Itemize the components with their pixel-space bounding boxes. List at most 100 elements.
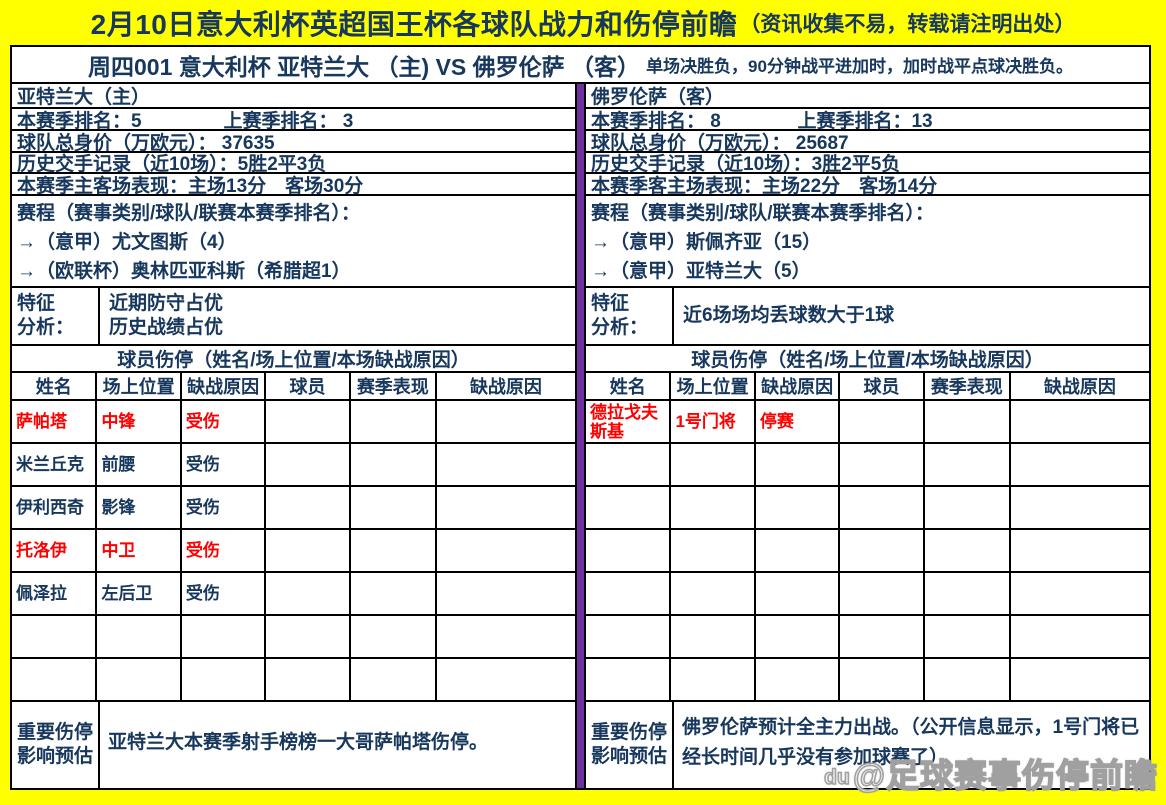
empty-cell xyxy=(586,528,672,573)
injury-player-reason: 受伤 xyxy=(179,571,267,616)
away-injury-section-title: 球员伤停（姓名/场上位置/本场缺战原因） xyxy=(586,346,1149,373)
injury-player-position: 中卫 xyxy=(95,528,182,573)
injury-header-row: 姓名 场上位置 缺战原因 球员 赛季表现 缺战原因 xyxy=(12,373,575,401)
home-last-season-rank: 上赛季排名： 3 xyxy=(223,110,354,131)
injury-player-name: 伊利西奇 xyxy=(12,485,98,530)
injury-player-position: 1号门将 xyxy=(669,399,756,444)
empty-cell xyxy=(586,657,672,702)
empty-cell xyxy=(348,571,437,616)
away-feature-block: 特征 分析： 近6场场均丢球数大于1球 xyxy=(586,288,1149,346)
injury-row: 米兰丘克 前腰 受伤 xyxy=(12,442,575,487)
home-team-value: 球队总身价（万欧元）： 37635 xyxy=(12,131,575,153)
injury-row-empty xyxy=(586,614,1149,659)
home-injury-section-title: 球员伤停（姓名/场上位置/本场缺战原因） xyxy=(12,346,575,373)
injury-row: 伊利西奇 影锋 受伤 xyxy=(12,485,575,530)
injury-player-position: 影锋 xyxy=(95,485,182,530)
home-panel: 亚特兰大（主） 本赛季排名：5 上赛季排名： 3 球队总身价（万欧元）： 376… xyxy=(12,84,575,788)
empty-cell xyxy=(264,571,351,616)
injury-header-cell: 场上位置 xyxy=(669,373,756,401)
injury-player-reason: 受伤 xyxy=(179,485,267,530)
empty-cell xyxy=(586,442,672,487)
injury-player-position: 中锋 xyxy=(95,399,182,444)
empty-cell xyxy=(838,528,925,573)
empty-cell xyxy=(1008,399,1149,444)
injury-row-empty xyxy=(586,528,1149,573)
empty-cell xyxy=(753,657,841,702)
empty-cell xyxy=(348,528,437,573)
injury-row-empty xyxy=(586,485,1149,530)
injury-row-empty xyxy=(586,442,1149,487)
home-head-to-head: 历史交手记录（近10场）：5胜2平3负 xyxy=(12,153,575,174)
empty-cell xyxy=(586,485,672,530)
empty-cell xyxy=(179,657,267,702)
injury-player-name: 德拉戈夫斯基 xyxy=(586,399,672,444)
injury-player-reason: 受伤 xyxy=(179,399,267,444)
empty-cell xyxy=(264,657,351,702)
empty-cell xyxy=(434,442,575,487)
injury-row: 佩泽拉 左后卫 受伤 xyxy=(12,571,575,616)
empty-cell xyxy=(753,442,841,487)
empty-cell xyxy=(838,657,925,702)
home-team-name: 亚特兰大（主） xyxy=(12,84,575,109)
home-form: 本赛季主客场表现：主场13分 客场30分 xyxy=(12,174,575,196)
injury-header-cell: 姓名 xyxy=(586,373,672,401)
empty-cell xyxy=(1008,442,1149,487)
match-title: 周四001 意大利杯 亚特兰大 （主) VS 佛罗伦萨 （客） xyxy=(88,53,641,80)
empty-cell xyxy=(586,571,672,616)
empty-cell xyxy=(922,571,1011,616)
injury-player-reason: 受伤 xyxy=(179,442,267,487)
injury-row: 萨帕塔 中锋 受伤 xyxy=(12,399,575,444)
empty-cell xyxy=(434,528,575,573)
empty-cell xyxy=(753,528,841,573)
empty-cell xyxy=(586,614,672,659)
empty-cell xyxy=(753,571,841,616)
empty-cell xyxy=(264,485,351,530)
empty-cell xyxy=(264,442,351,487)
injury-player-reason: 停赛 xyxy=(753,399,841,444)
empty-cell xyxy=(179,614,267,659)
match-rules-note: 单场决胜负，90分钟战平进加时，加时战平点球决胜负。 xyxy=(646,57,1073,76)
injury-header-row: 姓名 场上位置 缺战原因 球员 赛季表现 缺战原因 xyxy=(586,373,1149,401)
away-schedule-item: →（意甲）斯佩齐亚（15） xyxy=(591,232,822,253)
away-feature-line: 近6场场均丢球数大于1球 xyxy=(683,305,895,326)
home-feature-block: 特征 分析： 近期防守占优 历史战绩占优 xyxy=(12,288,575,346)
empty-cell xyxy=(348,399,437,444)
page-title: 2月10日意大利杯英超国王杯各球队战力和伤停前瞻 xyxy=(90,8,738,40)
empty-cell xyxy=(922,614,1011,659)
empty-cell xyxy=(1008,614,1149,659)
home-schedule-item: →（欧联杯）奥林匹亚科斯（希腊超1） xyxy=(17,261,351,282)
preview-board: 周四001 意大利杯 亚特兰大 （主) VS 佛罗伦萨 （客） 单场决胜负，90… xyxy=(10,45,1151,790)
empty-cell xyxy=(838,571,925,616)
away-form: 本赛季客主场表现：主场22分 客场14分 xyxy=(586,174,1149,196)
empty-cell xyxy=(838,485,925,530)
empty-cell xyxy=(922,528,1011,573)
injury-header-cell: 缺战原因 xyxy=(179,373,267,401)
injury-header-cell: 缺战原因 xyxy=(1008,373,1149,401)
away-feature-content: 近6场场均丢球数大于1球 xyxy=(674,288,1149,344)
empty-cell xyxy=(1008,485,1149,530)
away-schedule-block: 赛程（赛事类别/球队/联赛本赛季排名）： →（意甲）斯佩齐亚（15） →（意甲）… xyxy=(586,196,1149,288)
injury-player-name: 米兰丘克 xyxy=(12,442,98,487)
away-head-to-head: 历史交手记录（近10场）：3胜2平5负 xyxy=(586,153,1149,174)
home-feature-label: 特征 分析： xyxy=(12,288,100,344)
home-impact-label: 重要伤停 影响预估 xyxy=(12,702,100,788)
empty-cell xyxy=(434,571,575,616)
home-injury-table: 姓名 场上位置 缺战原因 球员 赛季表现 缺战原因 萨帕塔 中锋 受伤 xyxy=(12,373,575,702)
injury-header-cell: 球员 xyxy=(264,373,351,401)
away-impact-block: 重要伤停 影响预估 佛罗伦萨预计全主力出战。（公开信息显示，1号门将已经长时间几… xyxy=(586,702,1149,788)
injury-player-position: 左后卫 xyxy=(95,571,182,616)
empty-cell xyxy=(434,614,575,659)
empty-cell xyxy=(348,442,437,487)
home-feature-line: 历史战绩占优 xyxy=(109,317,224,338)
empty-cell xyxy=(669,485,756,530)
empty-cell xyxy=(753,485,841,530)
injury-row-empty xyxy=(12,657,575,702)
title-bar: 2月10日意大利杯英超国王杯各球队战力和伤停前瞻 （资讯收集不易，转载请注明出处… xyxy=(0,0,1166,45)
injury-header-cell: 缺战原因 xyxy=(753,373,841,401)
away-schedule-item: →（意甲）亚特兰大（5） xyxy=(591,261,811,282)
away-feature-label: 特征 分析： xyxy=(586,288,674,344)
empty-cell xyxy=(922,657,1011,702)
away-schedule-title: 赛程（赛事类别/球队/联赛本赛季排名）： xyxy=(591,203,935,224)
injury-row: 托洛伊 中卫 受伤 xyxy=(12,528,575,573)
